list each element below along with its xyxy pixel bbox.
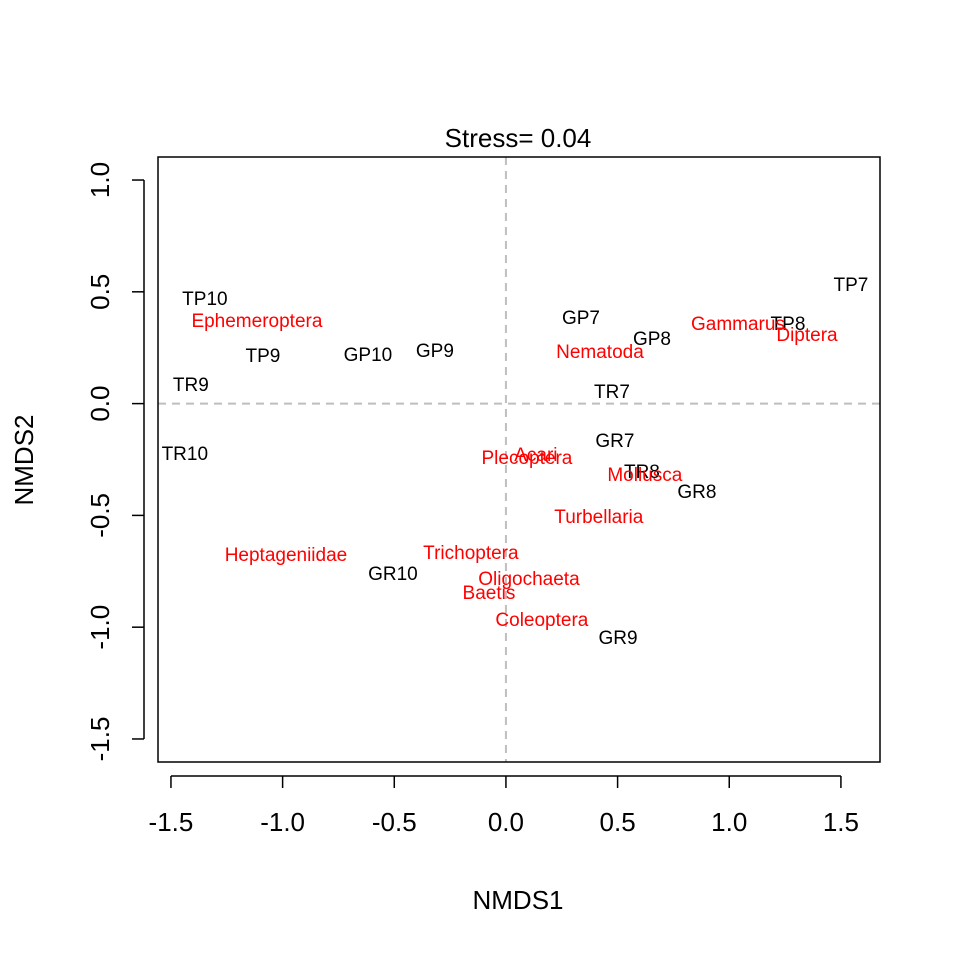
point-label: Turbellaria [554,507,643,528]
y-tick-label: 0.5 [85,274,115,310]
point-label: GP7 [562,308,600,329]
plot-frame [157,156,881,763]
point-label: GP10 [344,345,393,366]
y-tick-label: -1.5 [85,717,115,762]
x-tick-label: -1.0 [260,807,305,837]
point-label: TR10 [162,444,208,465]
x-tick-label: 0.5 [600,807,636,837]
chart-title: Stress= 0.04 [445,123,592,153]
point-label: Acari [514,445,557,466]
point-label: GP8 [633,329,671,350]
point-label: TR9 [173,375,209,396]
point-label: GR10 [368,564,418,585]
y-tick-label: -0.5 [85,493,115,538]
point-label: TR7 [594,382,630,403]
point-label: TP9 [246,346,281,367]
point-label: Coleoptera [495,610,588,631]
point-label: GR8 [677,482,716,503]
point-label: TR8 [624,462,660,483]
x-tick-label: 1.0 [711,807,747,837]
x-axis-label: NMDS1 [472,885,563,915]
point-label: GR9 [599,628,638,649]
point-label: Nematoda [556,342,644,363]
point-label: GR7 [595,431,634,452]
point-label: Trichoptera [423,543,519,564]
x-tick-label: 0.0 [488,807,524,837]
point-label: TP10 [182,289,227,310]
y-tick-label: 0.0 [85,386,115,422]
point-label: TP7 [834,275,869,296]
point-label: Baetis [463,583,516,604]
point-label: Oligochaeta [478,569,580,590]
point-label: Gammarus [691,314,785,335]
point-label: Diptera [776,325,838,346]
point-label: TP8 [771,314,806,335]
point-label: Plecoptera [482,448,573,469]
x-tick-label: 1.5 [823,807,859,837]
x-tick-label: -0.5 [372,807,417,837]
point-label: GP9 [416,341,454,362]
x-tick-label: -1.5 [149,807,194,837]
point-label: Heptageniidae [225,545,348,566]
y-tick-label: -1.0 [85,605,115,650]
point-label: Mollusca [607,465,682,486]
point-label: Ephemeroptera [191,311,322,332]
y-axis-label: NMDS2 [9,414,39,505]
y-tick-label: 1.0 [85,162,115,198]
